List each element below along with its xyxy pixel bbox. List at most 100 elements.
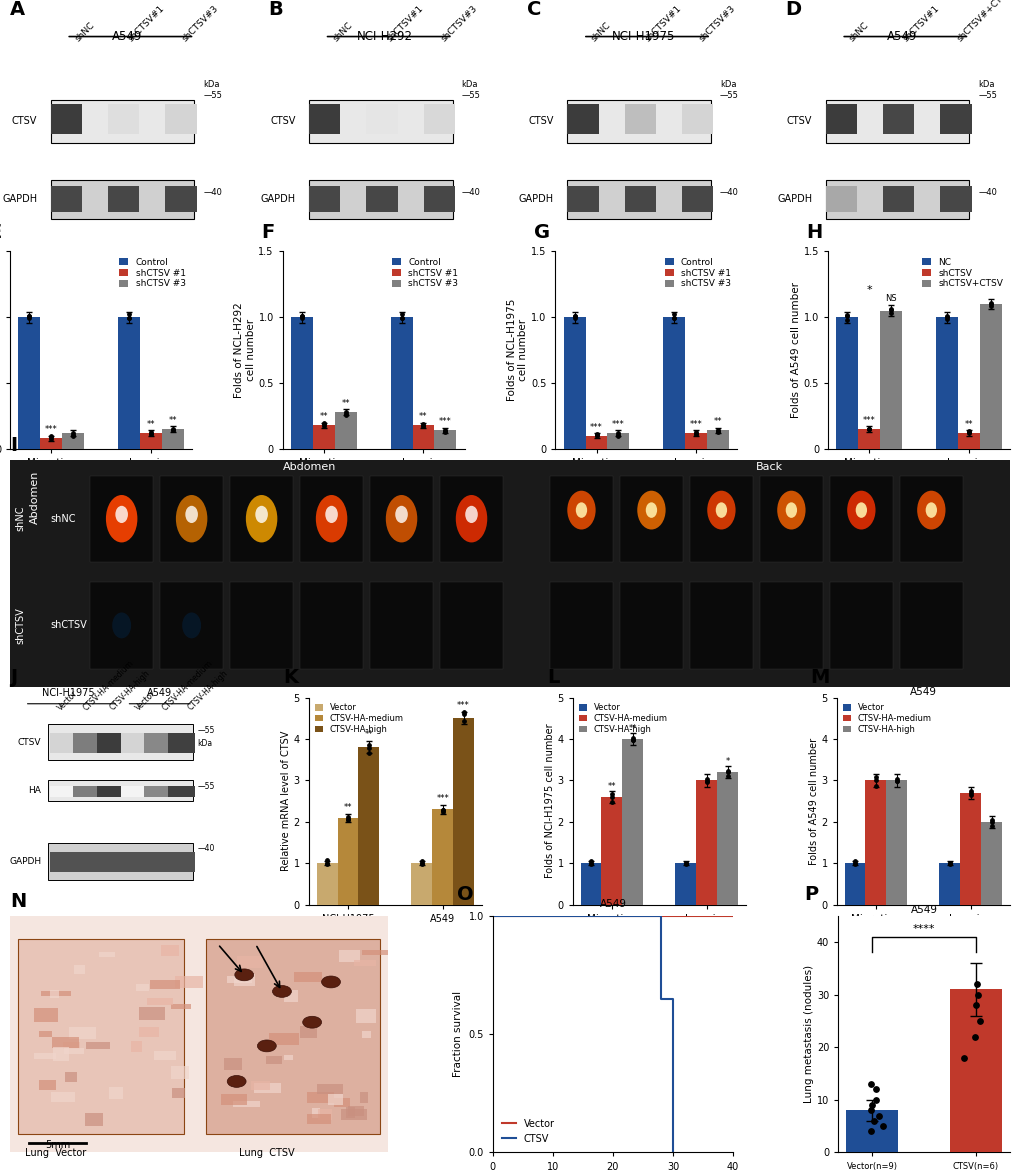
Bar [171, 1003, 191, 1009]
Text: shNC: shNC [589, 20, 612, 44]
Bar [360, 1093, 368, 1103]
Bar [145, 734, 171, 753]
Bar [309, 103, 340, 134]
Bar [73, 786, 100, 797]
Legend: NC, shCTSV, shCTSV+CTSV: NC, shCTSV, shCTSV+CTSV [920, 256, 1005, 290]
Title: A549: A549 [909, 687, 935, 696]
Bar [411, 863, 432, 904]
Bar [585, 435, 607, 449]
Text: shCTSV#1: shCTSV#1 [901, 4, 941, 44]
Bar [340, 1109, 367, 1121]
Text: A: A [10, 0, 25, 19]
Bar [34, 1008, 58, 1022]
Point [316, 414, 332, 433]
Point [339, 810, 356, 829]
Point [609, 426, 626, 445]
Text: A549: A549 [886, 31, 916, 44]
Point [582, 851, 598, 870]
Point [981, 298, 998, 316]
Ellipse shape [385, 495, 417, 542]
Bar [317, 1084, 343, 1094]
Text: A549: A549 [112, 31, 142, 44]
Point [337, 405, 354, 423]
Bar [52, 1037, 79, 1049]
Bar [73, 851, 100, 873]
Point [941, 855, 957, 874]
Text: **: ** [607, 782, 615, 790]
Bar [938, 863, 959, 904]
Bar [567, 180, 710, 219]
Point [361, 739, 377, 757]
Point [677, 854, 693, 873]
Circle shape [321, 976, 340, 988]
Point [65, 426, 82, 445]
Point [21, 307, 38, 326]
Bar [366, 103, 397, 134]
Bar [844, 863, 864, 904]
Y-axis label: Relative mRNA level of CTSV: Relative mRNA level of CTSV [280, 731, 290, 871]
Bar [339, 950, 360, 962]
CTSV [654, 991, 666, 1005]
Text: GAPDH: GAPDH [2, 194, 37, 205]
Bar [118, 318, 140, 449]
Bar [824, 180, 968, 219]
Point [164, 421, 180, 440]
Bar [221, 1094, 247, 1105]
Text: ***: *** [611, 420, 625, 429]
Point [937, 307, 954, 326]
Text: P: P [803, 884, 817, 904]
Text: HA: HA [29, 787, 42, 795]
Text: **: ** [147, 420, 155, 429]
Bar [48, 781, 193, 801]
Bar [140, 433, 162, 449]
Point [566, 307, 582, 326]
Point [962, 782, 978, 801]
Point [966, 1028, 982, 1047]
Point [393, 308, 410, 327]
Bar [716, 773, 737, 904]
Text: **: ** [713, 417, 721, 427]
Point [888, 769, 904, 788]
Point [846, 851, 862, 870]
Bar [62, 433, 85, 449]
Bar [120, 786, 148, 797]
Ellipse shape [185, 506, 198, 523]
Point [846, 855, 862, 874]
Bar [337, 817, 358, 904]
Point [588, 425, 604, 443]
Point [415, 416, 431, 435]
Point [609, 423, 626, 442]
Bar [940, 103, 971, 134]
Point [319, 851, 335, 870]
Text: GAPDH: GAPDH [260, 194, 296, 205]
Point [941, 854, 957, 873]
Point [962, 784, 978, 803]
Point [393, 305, 410, 323]
Ellipse shape [182, 613, 201, 639]
Bar [934, 318, 957, 449]
Bar [50, 734, 76, 753]
Legend: Vector, CTSV: Vector, CTSV [497, 1115, 558, 1148]
Bar [41, 439, 62, 449]
Point [65, 423, 82, 442]
Point [687, 425, 703, 443]
Text: *: * [865, 285, 871, 295]
Text: **: ** [343, 802, 352, 811]
Point [337, 405, 354, 423]
Text: shCTSV#1: shCTSV#1 [643, 4, 683, 44]
Bar [978, 305, 1001, 449]
Text: —55: —55 [462, 91, 480, 100]
Bar [90, 475, 153, 562]
Bar [226, 976, 252, 983]
Bar [251, 1081, 270, 1090]
Point [21, 308, 38, 327]
Point [293, 308, 310, 327]
Bar [567, 103, 598, 134]
Bar [97, 851, 124, 873]
Text: ***: *** [590, 422, 602, 432]
Bar [620, 582, 683, 668]
Text: —55: —55 [197, 727, 214, 735]
Bar [174, 976, 203, 989]
Text: shNC: shNC [847, 20, 870, 44]
Y-axis label: Folds of NCL-H1975
cell number: Folds of NCL-H1975 cell number [506, 299, 528, 401]
